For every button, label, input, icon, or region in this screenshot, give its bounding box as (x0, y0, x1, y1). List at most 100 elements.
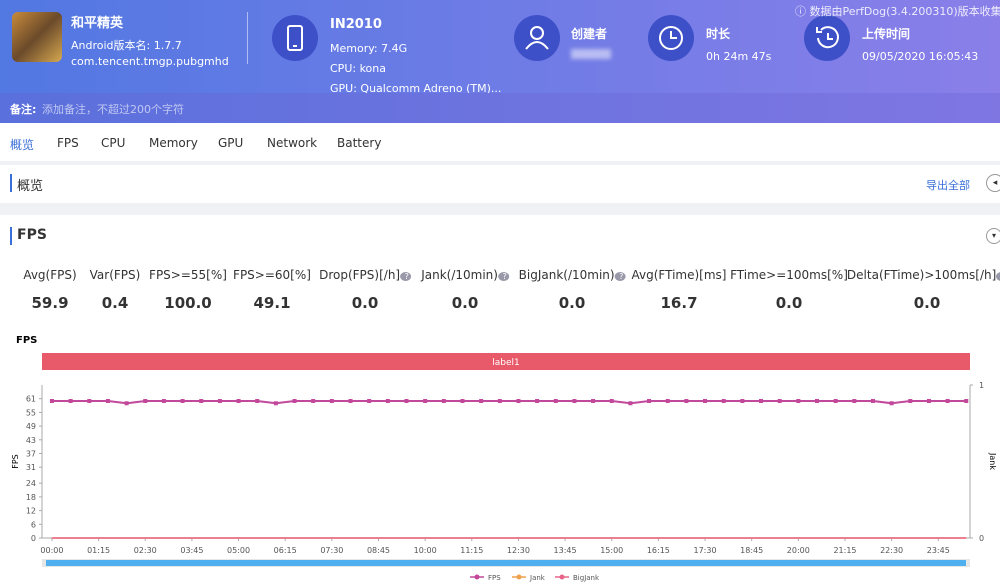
y-axis-label: FPS (11, 454, 20, 469)
x-tick-label: 12:30 (507, 546, 530, 555)
tab[interactable]: Battery (337, 136, 382, 150)
stat-label-text: Drop(FPS)[/h] (319, 268, 401, 282)
stat-label: Delta(FTime)>100ms[/h] ? (847, 268, 1000, 282)
help-icon[interactable]: ? (614, 272, 626, 281)
tab[interactable]: 概览 (10, 138, 35, 152)
export-link[interactable]: 导出全部 (926, 179, 970, 192)
point-marker (479, 398, 484, 403)
y2-tick-label: 1 (979, 381, 984, 390)
stat-label-text: FPS>=60[%] (233, 268, 311, 282)
stat-value: 100.0 (164, 294, 211, 312)
stat-label-text: Jank(/10min) (421, 268, 498, 282)
point-marker (367, 398, 372, 403)
help-icon[interactable]: ? (400, 272, 411, 281)
y-tick-label: 43 (26, 436, 36, 445)
point-marker (273, 401, 278, 406)
device-icon (272, 15, 318, 61)
point-marker (161, 398, 166, 403)
point-marker (441, 398, 446, 403)
y-tick-label: 0 (31, 534, 36, 543)
y-tick-label: 18 (26, 493, 36, 502)
x-tick-label: 20:00 (787, 546, 810, 555)
stat-label: Avg(FPS) (23, 268, 76, 282)
section-marker (10, 227, 12, 245)
stat-label-text: Delta(FTime)>100ms[/h] (846, 268, 997, 282)
upload-icon (804, 15, 850, 61)
point-marker (721, 398, 726, 403)
collapse-button[interactable]: ▾ (986, 228, 1000, 244)
point-marker (292, 398, 297, 403)
creator-icon (514, 15, 560, 61)
point-marker (572, 398, 577, 403)
x-tick-label: 06:15 (274, 546, 297, 555)
creator-blurred (571, 49, 611, 59)
legend-dot (474, 574, 480, 580)
point-marker (945, 398, 950, 403)
app-icon (12, 12, 62, 62)
point-marker (49, 398, 54, 403)
x-tick-label: 21:15 (833, 546, 856, 555)
x-tick-label: 08:45 (367, 546, 390, 555)
help-icon[interactable]: ? (497, 272, 509, 281)
tab[interactable]: FPS (57, 136, 79, 150)
collapse-button[interactable]: ◂ (986, 174, 1000, 192)
stat-value: 0.0 (352, 294, 379, 312)
stat-label-text: Var(FPS) (89, 268, 141, 282)
point-marker (105, 398, 110, 403)
fps-title: FPS (17, 227, 47, 243)
stat-label-text: FTime>=100ms[%] (730, 268, 848, 282)
remark-input[interactable]: 添加备注，不超过200个字符 (42, 103, 184, 116)
source-note: ⓘ 数据由PerfDog(3.4.200310)版本收集 (795, 5, 1000, 18)
tab[interactable]: Network (267, 136, 318, 150)
stat-label-text: Avg(FTime)[ms] (631, 268, 727, 282)
y-tick-label: 6 (31, 520, 36, 529)
band-label: label1 (492, 358, 520, 368)
divider (247, 12, 248, 64)
stat-value-text: 59.9 (31, 294, 69, 312)
stat-value: 0.4 (102, 294, 129, 312)
tab[interactable]: CPU (101, 136, 126, 150)
legend-dot (559, 574, 565, 580)
tab[interactable]: Memory (149, 136, 198, 150)
point-marker (684, 398, 689, 403)
point-marker (740, 398, 745, 403)
stat-value: 0.0 (914, 294, 941, 312)
point-marker (124, 401, 129, 406)
y-tick-label: 37 (26, 450, 36, 459)
device-gpu: GPU: Qualcomm Adreno (TM)... (330, 82, 502, 95)
point-marker (814, 398, 819, 403)
x-tick-label: 22:30 (880, 546, 903, 555)
legend-label: BigJank (573, 574, 600, 582)
tab[interactable]: GPU (218, 136, 244, 150)
legend-label: Jank (529, 574, 546, 582)
stat-value: 0.0 (776, 294, 803, 312)
overview-title: 概览 (17, 179, 44, 194)
overview-section (0, 165, 1000, 203)
stat-label: Drop(FPS)[/h] ? (319, 268, 411, 282)
point-marker (460, 398, 465, 403)
stat-label-text: Avg(FPS) (23, 268, 77, 282)
duration-icon (648, 15, 694, 61)
stat-value: 59.9 (31, 294, 68, 312)
stat-value: 0.0 (452, 294, 479, 312)
help-icon[interactable]: ? (996, 272, 1000, 281)
duration-label: 时长 (706, 27, 731, 41)
x-tick-label: 23:45 (927, 546, 950, 555)
stat-label: FTime>=100ms[%] (730, 268, 848, 282)
stat-label: FPS>=60[%] (233, 268, 311, 282)
y-tick-label: 12 (26, 507, 36, 516)
stat-value-text: 0.0 (913, 294, 941, 312)
x-tick-label: 02:30 (134, 546, 157, 555)
point-marker (87, 398, 92, 403)
x-tick-label: 07:30 (320, 546, 343, 555)
tab-bar (0, 123, 1000, 161)
stat-value-text: 100.0 (164, 294, 212, 312)
y2-axis-label: Jank (988, 452, 997, 470)
upload-label: 上传时间 (862, 27, 911, 41)
stat-value-text: 0.4 (101, 294, 129, 312)
point-marker (870, 398, 875, 403)
point-marker (236, 398, 241, 403)
stat-value-text: 0.0 (558, 294, 586, 312)
x-tick-label: 05:00 (227, 546, 250, 555)
